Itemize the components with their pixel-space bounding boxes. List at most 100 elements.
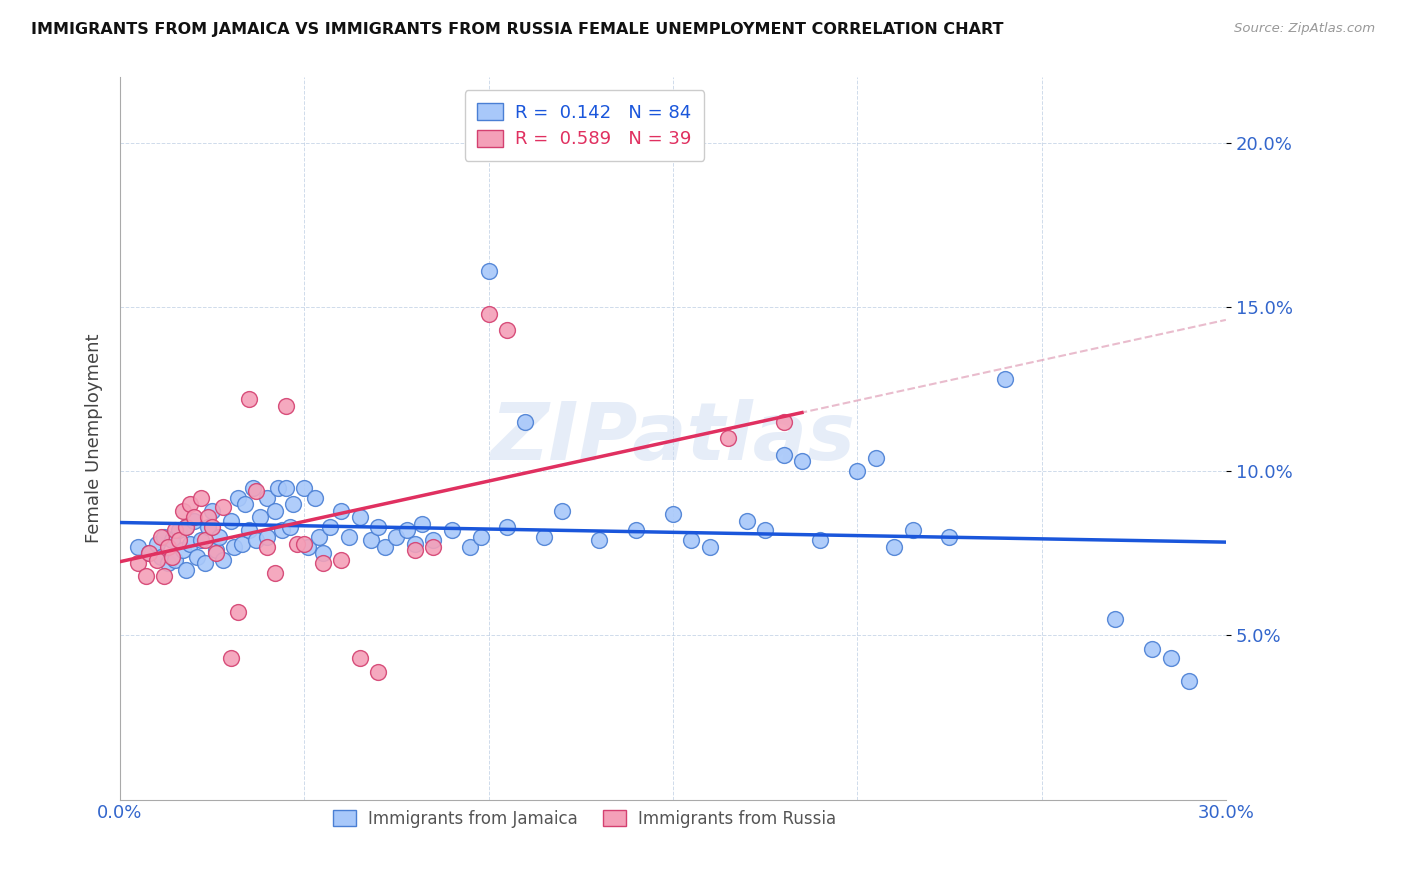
Point: [292, 536, 315, 550]
Point: [297, 540, 319, 554]
Point: [186, 549, 208, 564]
Point: [349, 651, 371, 665]
Point: [172, 504, 194, 518]
Point: [846, 464, 869, 478]
Point: [478, 264, 501, 278]
Point: [367, 665, 389, 679]
Text: IMMIGRANTS FROM JAMAICA VS IMMIGRANTS FROM RUSSIA FEMALE UNEMPLOYMENT CORRELATIO: IMMIGRANTS FROM JAMAICA VS IMMIGRANTS FR…: [31, 22, 1004, 37]
Point: [231, 536, 253, 550]
Point: [994, 372, 1017, 386]
Point: [422, 540, 444, 554]
Point: [274, 399, 297, 413]
Point: [717, 432, 740, 446]
Point: [1140, 641, 1163, 656]
Point: [201, 504, 224, 518]
Point: [772, 448, 794, 462]
Point: [274, 481, 297, 495]
Point: [470, 530, 492, 544]
Legend: Immigrants from Jamaica, Immigrants from Russia: Immigrants from Jamaica, Immigrants from…: [326, 803, 842, 835]
Point: [224, 540, 246, 554]
Point: [808, 533, 831, 548]
Point: [146, 553, 169, 567]
Point: [197, 510, 219, 524]
Point: [1104, 612, 1126, 626]
Point: [156, 540, 179, 554]
Point: [146, 536, 169, 550]
Point: [422, 533, 444, 548]
Point: [245, 533, 267, 548]
Point: [165, 553, 187, 567]
Point: [127, 556, 149, 570]
Point: [278, 520, 301, 534]
Point: [865, 451, 887, 466]
Point: [256, 540, 278, 554]
Point: [267, 481, 290, 495]
Point: [458, 540, 481, 554]
Point: [127, 540, 149, 554]
Point: [308, 530, 330, 544]
Point: [681, 533, 703, 548]
Point: [249, 510, 271, 524]
Point: [330, 504, 353, 518]
Point: [194, 533, 217, 548]
Point: [149, 549, 172, 564]
Point: [478, 307, 501, 321]
Point: [167, 524, 190, 538]
Point: [263, 504, 285, 518]
Point: [624, 524, 647, 538]
Point: [1178, 674, 1201, 689]
Point: [496, 520, 519, 534]
Point: [285, 536, 308, 550]
Point: [179, 497, 201, 511]
Point: [194, 556, 217, 570]
Y-axis label: Female Unemployment: Female Unemployment: [86, 334, 103, 543]
Point: [233, 497, 256, 511]
Point: [160, 533, 183, 548]
Point: [304, 491, 326, 505]
Point: [1160, 651, 1182, 665]
Point: [360, 533, 382, 548]
Point: [292, 481, 315, 495]
Point: [165, 524, 187, 538]
Point: [160, 549, 183, 564]
Point: [396, 524, 419, 538]
Point: [938, 530, 960, 544]
Point: [138, 546, 160, 560]
Point: [204, 543, 226, 558]
Point: [883, 540, 905, 554]
Point: [176, 520, 198, 534]
Point: [201, 520, 224, 534]
Point: [167, 533, 190, 548]
Point: [212, 500, 235, 515]
Point: [271, 524, 294, 538]
Point: [197, 520, 219, 534]
Point: [138, 546, 160, 560]
Point: [219, 514, 242, 528]
Point: [411, 516, 433, 531]
Point: [533, 530, 555, 544]
Point: [256, 530, 278, 544]
Point: [515, 415, 537, 429]
Point: [790, 454, 813, 468]
Point: [440, 524, 463, 538]
Point: [156, 556, 179, 570]
Point: [219, 651, 242, 665]
Point: [385, 530, 408, 544]
Text: Source: ZipAtlas.com: Source: ZipAtlas.com: [1234, 22, 1375, 36]
Point: [312, 556, 335, 570]
Point: [312, 546, 335, 560]
Point: [204, 546, 226, 560]
Point: [176, 563, 198, 577]
Text: ZIPatlas: ZIPatlas: [491, 400, 855, 477]
Point: [149, 530, 172, 544]
Point: [337, 530, 360, 544]
Point: [238, 524, 260, 538]
Point: [212, 553, 235, 567]
Point: [588, 533, 610, 548]
Point: [735, 514, 758, 528]
Point: [263, 566, 285, 580]
Point: [283, 497, 305, 511]
Point: [772, 415, 794, 429]
Point: [172, 543, 194, 558]
Point: [367, 520, 389, 534]
